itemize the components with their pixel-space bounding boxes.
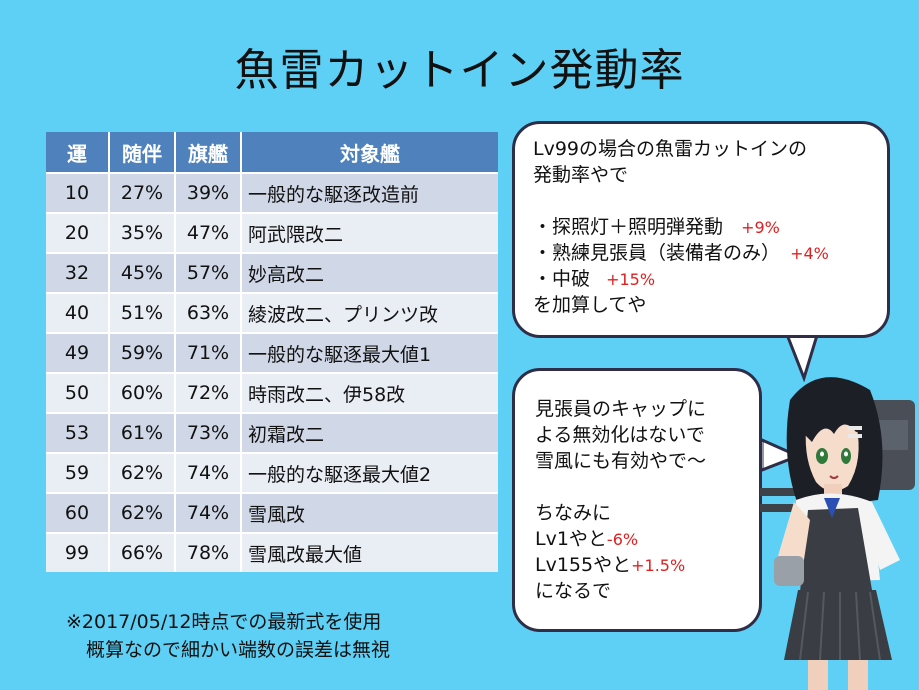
target-ship-cell: 時雨改二、伊58改 [242, 372, 498, 412]
escort-rate-cell: 66% [110, 532, 176, 572]
luck-cell: 49 [46, 332, 110, 372]
bubble-text: 発動率やで [533, 164, 629, 186]
escort-rate-cell: 35% [110, 212, 176, 252]
table-row: 20 35% 47% 阿武隈改二 [46, 212, 498, 252]
torpedo-cutin-rate-table: 運 随伴 旗艦 対象艦 10 27% 39% 一般的な駆逐改造前 20 35% … [46, 132, 498, 572]
luck-cell: 60 [46, 492, 110, 532]
target-ship-cell: 一般的な駆逐最大値2 [242, 452, 498, 492]
bonus-item-lookout: ・熟練見張員（装備者のみ） +4% [533, 240, 869, 266]
escort-rate-cell: 62% [110, 452, 176, 492]
table-row: 10 27% 39% 一般的な駆逐改造前 [46, 172, 498, 212]
bonus-value: +15% [606, 270, 656, 289]
escort-rate-cell: 51% [110, 292, 176, 332]
luck-cell: 59 [46, 452, 110, 492]
target-ship-cell: 一般的な駆逐最大値1 [242, 332, 498, 372]
bubble-text: よる無効化はないで [535, 424, 705, 446]
level-label: Lv155やと [535, 554, 632, 576]
table-header-row: 運 随伴 旗艦 対象艦 [46, 132, 498, 172]
bubble-text: を加算してや [533, 294, 647, 316]
level-note-lv1: Lv1やと-6% [535, 526, 739, 552]
speech-bubble-lookout: 見張員のキャップに よる無効化はないで 雪風にも有効やで～ ちなみに Lv1やと… [512, 368, 762, 632]
table-row: 60 62% 74% 雪風改 [46, 492, 498, 532]
target-ship-cell: 綾波改二、プリンツ改 [242, 292, 498, 332]
luck-cell: 99 [46, 532, 110, 572]
flagship-rate-cell: 57% [176, 252, 242, 292]
target-ship-cell: 雪風改 [242, 492, 498, 532]
bubble-text: ちなみに [535, 502, 612, 524]
target-ship-cell: 妙高改二 [242, 252, 498, 292]
flagship-rate-cell: 71% [176, 332, 242, 372]
level-label: Lv1やと [535, 528, 607, 550]
bubble-text: 見張員のキャップに [535, 398, 707, 420]
escort-rate-cell: 60% [110, 372, 176, 412]
footnote: ※2017/05/12時点での最新式を使用 概算なので細かい端数の誤差は無視 [66, 608, 390, 664]
footnote-line-approx: 概算なので細かい端数の誤差は無視 [86, 639, 391, 661]
table-row: 99 66% 78% 雪風改最大値 [46, 532, 498, 572]
flagship-rate-cell: 63% [176, 292, 242, 332]
flagship-rate-cell: 39% [176, 172, 242, 212]
table-row: 49 59% 71% 一般的な駆逐最大値1 [46, 332, 498, 372]
target-ship-cell: 雪風改最大値 [242, 532, 498, 572]
header-target-ship: 対象艦 [242, 132, 498, 172]
escort-rate-cell: 62% [110, 492, 176, 532]
table-row: 32 45% 57% 妙高改二 [46, 252, 498, 292]
table-row: 59 62% 74% 一般的な駆逐最大値2 [46, 452, 498, 492]
page-title: 魚雷カットイン発動率 [234, 45, 685, 96]
target-ship-cell: 阿武隈改二 [242, 212, 498, 252]
header-flagship: 旗艦 [176, 132, 242, 172]
bonus-label: ・探照灯＋照明弾発動 [533, 216, 724, 238]
escort-rate-cell: 59% [110, 332, 176, 372]
footnote-line-formula: ※2017/05/12時点での最新式を使用 [66, 611, 382, 633]
target-ship-cell: 一般的な駆逐改造前 [242, 172, 498, 212]
flagship-rate-cell: 74% [176, 452, 242, 492]
bonus-label: ・熟練見張員（装備者のみ） [533, 242, 781, 264]
flagship-rate-cell: 47% [176, 212, 242, 252]
bubble-text: 雪風にも有効やで～ [535, 450, 707, 472]
escort-rate-cell: 61% [110, 412, 176, 452]
bonus-value: +9% [741, 218, 780, 237]
luck-cell: 10 [46, 172, 110, 212]
flagship-rate-cell: 74% [176, 492, 242, 532]
escort-rate-cell: 45% [110, 252, 176, 292]
flagship-rate-cell: 78% [176, 532, 242, 572]
character-illustration [760, 377, 915, 690]
header-escort: 随伴 [110, 132, 176, 172]
table-row: 53 61% 73% 初霜改二 [46, 412, 498, 452]
table-row: 50 60% 72% 時雨改二、伊58改 [46, 372, 498, 412]
header-luck: 運 [46, 132, 110, 172]
luck-cell: 32 [46, 252, 110, 292]
bonus-item-damage: ・中破 +15% [533, 266, 869, 292]
luck-cell: 40 [46, 292, 110, 332]
speech-bubble-lv99: Lv99の場合の魚雷カットインの 発動率やで ・探照灯＋照明弾発動 +9% ・熟… [512, 121, 890, 338]
bonus-item-searchlight: ・探照灯＋照明弾発動 +9% [533, 214, 869, 240]
flagship-rate-cell: 73% [176, 412, 242, 452]
luck-cell: 50 [46, 372, 110, 412]
bonus-label: ・中破 [533, 268, 591, 290]
flagship-rate-cell: 72% [176, 372, 242, 412]
target-ship-cell: 初霜改二 [242, 412, 498, 452]
escort-rate-cell: 27% [110, 172, 176, 212]
luck-cell: 20 [46, 212, 110, 252]
level-value: -6% [606, 530, 639, 549]
level-value: +1.5% [631, 556, 686, 575]
level-note-lv155: Lv155やと+1.5% [535, 552, 739, 578]
table-row: 40 51% 63% 綾波改二、プリンツ改 [46, 292, 498, 332]
bonus-value: +4% [790, 244, 829, 263]
bubble-text: Lv99の場合の魚雷カットインの [533, 138, 808, 160]
bubble-text: になるで [535, 580, 612, 602]
luck-cell: 53 [46, 412, 110, 452]
